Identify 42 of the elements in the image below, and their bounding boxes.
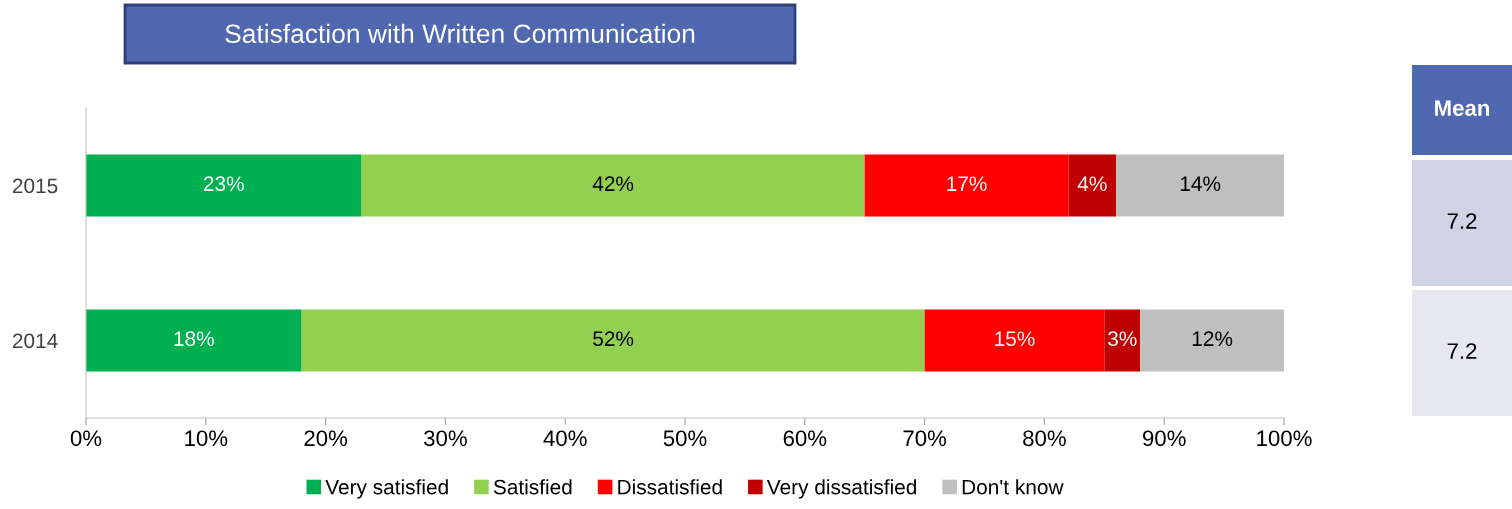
bar [864, 154, 1069, 217]
data-label: 4% [1077, 176, 1107, 192]
data-label: 23% [203, 176, 244, 192]
x-tick-label: 50% [663, 430, 707, 447]
bar [1140, 309, 1284, 372]
x-tick-label: 30% [424, 430, 467, 447]
x-tick-label: 0% [70, 430, 102, 447]
data-label: 3% [1108, 331, 1137, 347]
x-tick-label: 100% [1257, 430, 1312, 447]
text: 7.2 [1447, 343, 1477, 359]
data-label: 17% [947, 176, 987, 192]
x-tick-label: 80% [1023, 430, 1066, 447]
bar [1104, 309, 1141, 372]
legend-label: Satisfied [493, 479, 572, 495]
data-label: 42% [592, 176, 634, 192]
bar [301, 309, 925, 372]
x-tick-label: 40% [543, 430, 587, 447]
x-tick-label: 10% [185, 430, 228, 447]
legend-label: Very satisfied [325, 479, 448, 499]
data-label: 12% [1192, 331, 1233, 347]
x-tick-label: 60% [783, 430, 827, 447]
bar [1068, 154, 1117, 217]
bar [86, 154, 362, 217]
text: Mean [1435, 100, 1490, 116]
y-tick-label: 2015 [12, 178, 58, 194]
data-label: 52% [593, 331, 634, 347]
bar [86, 309, 302, 372]
data-label: 14% [1180, 176, 1221, 192]
legend-label: Very dissatisfied [766, 479, 917, 499]
legend-label: Dissatisfied [618, 479, 722, 495]
x-tick-label: 20% [304, 430, 348, 447]
x-tick-label: 90% [1143, 430, 1186, 447]
y-tick-label: 2014 [12, 333, 58, 349]
bar [1116, 154, 1284, 217]
bar [924, 309, 1105, 372]
legend-label: Don't know [962, 479, 1064, 495]
chart-title: Satisfaction with Written Communication [225, 23, 695, 44]
data-label: 15% [995, 331, 1035, 347]
bar [361, 154, 865, 217]
x-tick-label: 70% [903, 430, 947, 447]
data-label: 18% [174, 331, 214, 347]
text: 7.2 [1447, 213, 1477, 229]
